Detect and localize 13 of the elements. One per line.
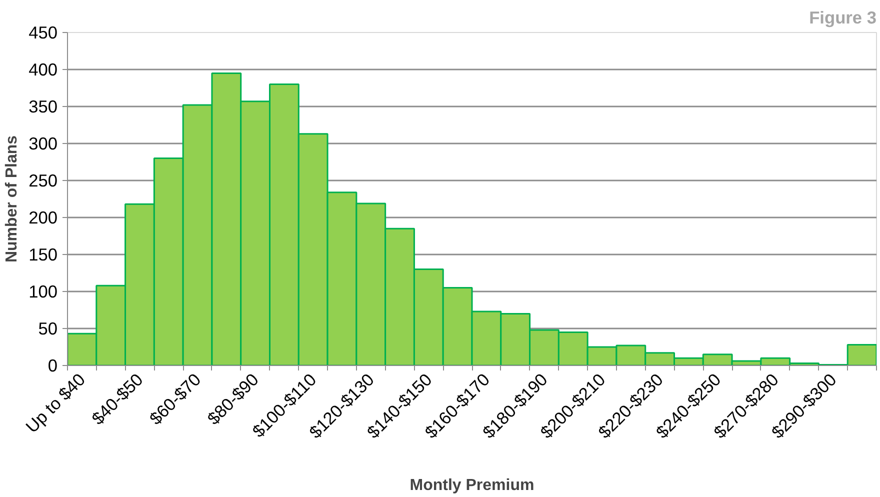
y-tick-label: 100 — [28, 282, 58, 302]
y-tick-label: 200 — [28, 208, 58, 228]
y-tick-label: 150 — [28, 244, 58, 264]
y-tick-label: 0 — [48, 356, 58, 376]
y-tick-label: 50 — [38, 318, 58, 338]
chart-title: Figure 3 — [809, 8, 877, 28]
y-tick-label: 450 — [28, 22, 58, 42]
y-tick-label: 250 — [28, 170, 58, 190]
y-tick-label: 350 — [28, 96, 58, 116]
x-axis-title: Montly Premium — [410, 477, 534, 494]
y-tick-label: 400 — [28, 60, 58, 80]
y-axis-title: Number of Plans — [4, 135, 21, 263]
y-tick-label: 300 — [28, 134, 58, 154]
